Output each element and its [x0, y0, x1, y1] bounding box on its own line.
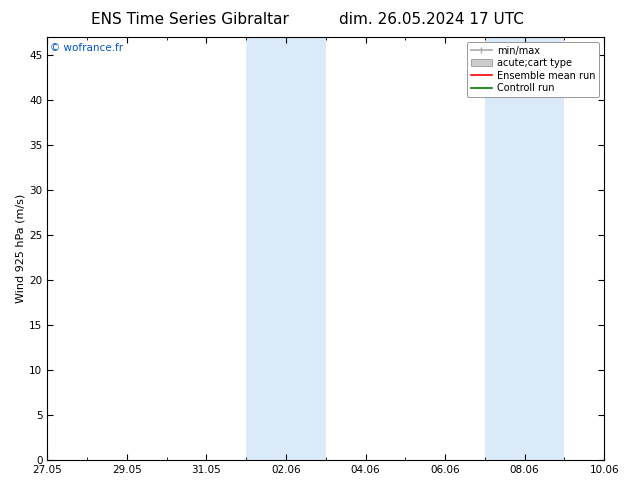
Bar — [246, 37, 326, 460]
Legend: min/max, acute;cart type, Ensemble mean run, Controll run: min/max, acute;cart type, Ensemble mean … — [467, 42, 599, 97]
Text: dim. 26.05.2024 17 UTC: dim. 26.05.2024 17 UTC — [339, 12, 524, 27]
Y-axis label: Wind 925 hPa (m/s): Wind 925 hPa (m/s) — [15, 194, 25, 303]
Text: © wofrance.fr: © wofrance.fr — [50, 44, 123, 53]
Text: ENS Time Series Gibraltar: ENS Time Series Gibraltar — [91, 12, 289, 27]
Bar — [485, 37, 564, 460]
